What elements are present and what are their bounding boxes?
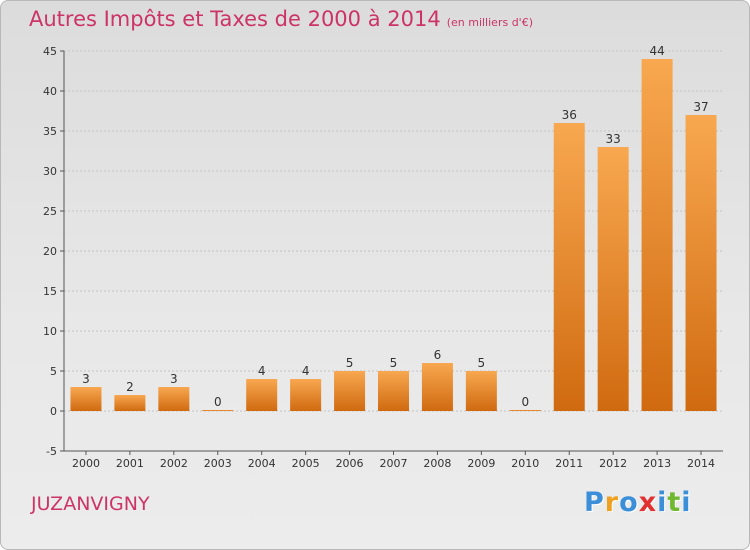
logo-letter: i xyxy=(657,487,668,518)
x-tick-label: 2012 xyxy=(599,457,627,470)
x-tick-labels: 2000 2001 2002 2003 2004 2005 2006 2007 2008 2009… xyxy=(72,451,715,470)
bar xyxy=(378,371,409,411)
data-label: 5 xyxy=(390,356,398,370)
y-tick-label: -5 xyxy=(46,445,57,458)
bar xyxy=(114,395,146,411)
proxiti-logo[interactable]: Proxiti xyxy=(584,487,692,518)
data-label: 44 xyxy=(649,44,664,58)
x-tick-label: 2000 xyxy=(72,457,100,470)
data-label: 2 xyxy=(126,380,134,394)
x-tick-label: 2008 xyxy=(423,457,451,470)
bar xyxy=(290,379,322,411)
x-tick-label: 2009 xyxy=(467,457,495,470)
logo-letter: P xyxy=(584,487,605,518)
logo-letter: r xyxy=(604,487,620,518)
data-label: 36 xyxy=(562,108,577,122)
logo-letter: i xyxy=(681,487,692,518)
data-label: 0 xyxy=(214,395,222,409)
bars xyxy=(70,59,717,411)
data-label: 5 xyxy=(478,356,486,370)
data-label: 3 xyxy=(170,372,178,386)
y-tick-label: 40 xyxy=(43,85,57,98)
bar xyxy=(70,387,102,411)
x-tick-label: 2013 xyxy=(643,457,671,470)
x-tick-label: 2011 xyxy=(555,457,583,470)
bar xyxy=(597,147,629,411)
bar xyxy=(334,371,366,411)
data-label: 4 xyxy=(302,364,310,378)
x-tick-label: 2007 xyxy=(380,457,408,470)
bar xyxy=(158,387,190,411)
x-tick-label: 2005 xyxy=(292,457,320,470)
y-tick-label: 25 xyxy=(43,205,57,218)
x-tick-label: 2001 xyxy=(116,457,144,470)
bar xyxy=(421,363,453,411)
y-tick-label: 30 xyxy=(43,165,57,178)
y-tick-labels: -5 0 5 10 15 20 25 30 35 40 45 xyxy=(43,45,64,458)
y-tick-label: 20 xyxy=(43,245,57,258)
data-label: 6 xyxy=(434,348,442,362)
y-tick-label: 10 xyxy=(43,325,57,338)
bar xyxy=(553,123,585,411)
data-label: 4 xyxy=(258,364,266,378)
title-unit: (en milliers d'€) xyxy=(446,16,533,29)
y-tick-label: 35 xyxy=(43,125,57,138)
data-label: 3 xyxy=(82,372,90,386)
y-tick-label: 15 xyxy=(43,285,57,298)
bar xyxy=(202,410,234,411)
y-tick-label: 5 xyxy=(50,365,57,378)
bar xyxy=(685,115,717,411)
data-label: 5 xyxy=(346,356,354,370)
x-tick-label: 2006 xyxy=(336,457,364,470)
data-label: 33 xyxy=(606,132,621,146)
x-tick-label: 2003 xyxy=(204,457,232,470)
x-tick-label: 2002 xyxy=(160,457,188,470)
y-tick-label: 45 xyxy=(43,45,57,58)
bar xyxy=(465,371,497,411)
y-tick-label: 0 xyxy=(50,405,57,418)
chart-title: Autres Impôts et Taxes de 2000 à 2014 (en… xyxy=(29,7,533,31)
bar xyxy=(246,379,278,411)
title-text: Autres Impôts et Taxes de 2000 à 2014 xyxy=(29,7,441,31)
commune-name: JUZANVIGNY xyxy=(31,493,150,515)
bar xyxy=(509,410,541,411)
data-label: 37 xyxy=(693,100,708,114)
bar xyxy=(641,59,673,411)
logo-letter: t xyxy=(667,487,682,518)
x-tick-label: 2010 xyxy=(511,457,539,470)
x-tick-label: 2014 xyxy=(687,457,715,470)
logo-letter: o xyxy=(619,487,639,518)
logo-letter: x xyxy=(638,487,658,518)
x-tick-label: 2004 xyxy=(248,457,276,470)
data-label: 0 xyxy=(521,395,529,409)
